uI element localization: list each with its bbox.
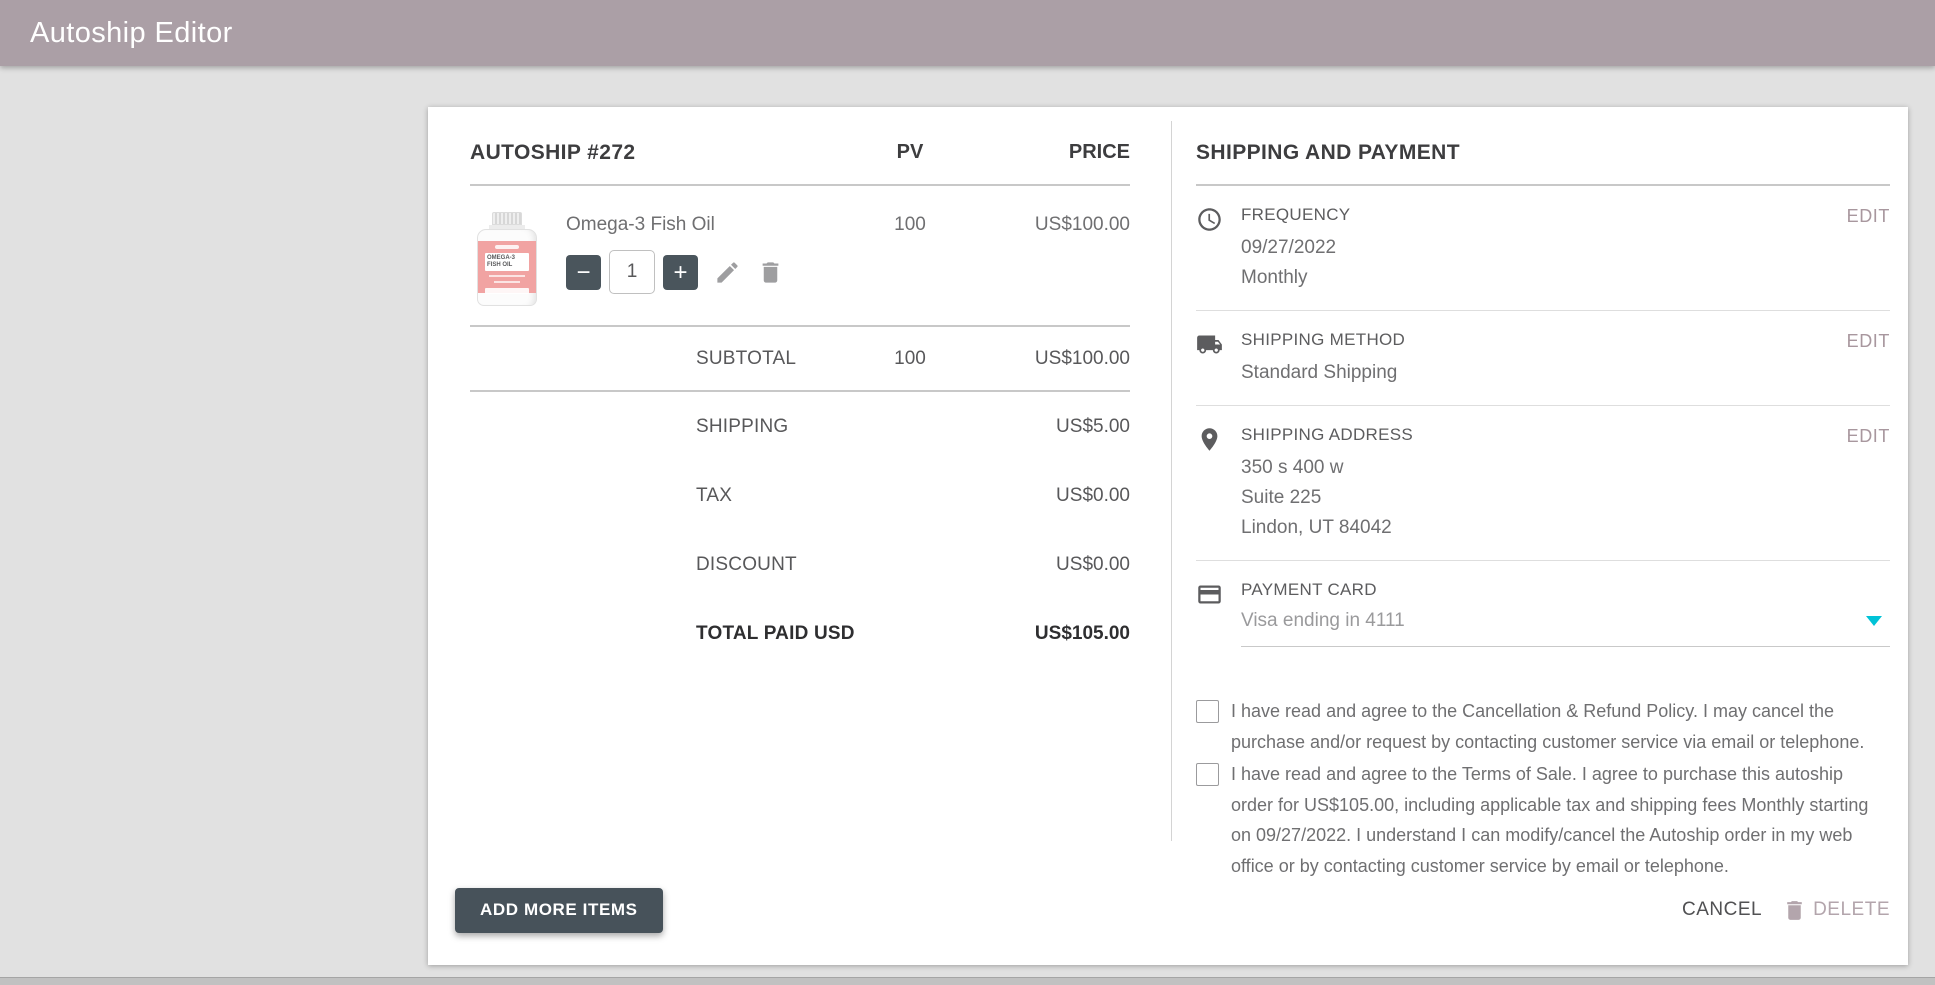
bottle-text-line-short	[494, 281, 520, 283]
delete-button[interactable]: DELETE	[1813, 899, 1890, 920]
item-pv: 100	[894, 214, 926, 235]
credit-card-icon	[1196, 580, 1241, 613]
payment-card-content: PAYMENT CARD Visa ending in 4111	[1241, 580, 1890, 647]
subtotal-label: SUBTOTAL	[696, 347, 797, 369]
shipping-method-label: SHIPPING METHOD	[1241, 330, 1406, 349]
card-footer: ADD MORE ITEMS CANCEL DELETE	[428, 855, 1908, 965]
frequency-edit-link[interactable]: EDIT	[1846, 206, 1890, 226]
bottle-cap	[492, 212, 522, 225]
pv-column-header: PV	[896, 141, 924, 163]
shipping-payment-header: SHIPPING AND PAYMENT	[1196, 121, 1890, 186]
shipping-address-edit-link[interactable]: EDIT	[1846, 426, 1890, 446]
discount-row: DISCOUNT US$0.00	[470, 530, 1130, 599]
shipping-address-line2: Suite 225	[1241, 487, 1322, 508]
cancellation-policy-text: I have read and agree to the Cancellatio…	[1231, 701, 1865, 752]
pencil-icon[interactable]	[714, 259, 741, 286]
app-header: Autoship Editor	[0, 0, 1935, 66]
shipping-payment-title: SHIPPING AND PAYMENT	[1196, 140, 1460, 164]
subtotal-value: US$100.00	[1034, 347, 1130, 369]
truck-icon	[1196, 330, 1241, 363]
frequency-interval: Monthly	[1241, 267, 1308, 288]
chevron-down-icon	[1866, 616, 1882, 626]
item-price: US$100.00	[1034, 214, 1130, 235]
quantity-increase-button[interactable]: +	[663, 254, 698, 290]
shipping-fee-row: SHIPPING US$5.00	[470, 392, 1130, 461]
product-image: OMEGA-3 FISH OIL	[470, 212, 544, 307]
total-paid-label: TOTAL PAID USD	[696, 622, 855, 644]
payment-card-select[interactable]: Visa ending in 4111	[1241, 608, 1890, 647]
shipping-address-section: SHIPPING ADDRESS 350 s 400 w Suite 225 L…	[1196, 406, 1890, 561]
bottle-label: OMEGA-3 FISH OIL	[478, 241, 536, 294]
autoship-editor-card: AUTOSHIP #272 PV PRICE OMEGA-3 FISH OI	[428, 107, 1908, 965]
trash-icon[interactable]	[757, 259, 784, 286]
quantity-controls: − +	[566, 250, 784, 294]
total-paid-value: US$105.00	[1034, 622, 1130, 644]
bottle-name-box: OMEGA-3 FISH OIL	[485, 253, 529, 271]
shipping-fee-value: US$5.00	[1056, 415, 1130, 437]
frequency-label: FREQUENCY	[1241, 205, 1351, 224]
bottle-text-line	[489, 275, 525, 277]
footer-actions: CANCEL DELETE	[1682, 898, 1890, 923]
bottle-neck	[489, 225, 525, 229]
page-title: Autoship Editor	[30, 16, 233, 49]
terms-of-sale-text: I have read and agree to the Terms of Sa…	[1231, 764, 1869, 876]
payment-card-value: Visa ending in 4111	[1241, 610, 1405, 631]
bottle-brand-line	[495, 245, 519, 249]
shipping-method-edit-link[interactable]: EDIT	[1846, 331, 1890, 351]
frequency-date: 09/27/2022	[1241, 237, 1337, 258]
frequency-content: FREQUENCY 09/27/2022 Monthly	[1241, 205, 1847, 293]
shipping-fee-label: SHIPPING	[696, 415, 789, 437]
card-body: AUTOSHIP #272 PV PRICE OMEGA-3 FISH OI	[428, 107, 1908, 876]
cancel-button[interactable]: CANCEL	[1682, 899, 1763, 920]
discount-label: DISCOUNT	[696, 553, 797, 575]
item-info: Omega-3 Fish Oil − +	[566, 212, 784, 307]
payment-card-section: PAYMENT CARD Visa ending in 4111	[1196, 561, 1890, 664]
price-column-header: PRICE	[1068, 141, 1130, 163]
quantity-input[interactable]	[609, 250, 655, 294]
agreements: I have read and agree to the Cancellatio…	[1196, 696, 1890, 881]
clock-icon	[1196, 205, 1241, 238]
location-pin-icon	[1196, 425, 1241, 458]
cancellation-policy-agreement: I have read and agree to the Cancellatio…	[1196, 696, 1890, 757]
add-more-items-button[interactable]: ADD MORE ITEMS	[455, 887, 663, 933]
order-item-row: OMEGA-3 FISH OIL Omega-3 Fish Oil −	[470, 186, 1130, 327]
subtotal-pv: 100	[894, 347, 926, 369]
total-paid-row: TOTAL PAID USD US$105.00	[470, 599, 1130, 668]
bottle-label-band	[485, 288, 529, 294]
item-main: OMEGA-3 FISH OIL Omega-3 Fish Oil −	[470, 212, 870, 307]
terms-of-sale-checkbox[interactable]	[1196, 763, 1219, 786]
product-name: Omega-3 Fish Oil	[566, 214, 715, 235]
order-header-row: AUTOSHIP #272 PV PRICE	[470, 121, 1130, 186]
bottom-strip	[0, 977, 1935, 985]
shipping-method-content: SHIPPING METHOD Standard Shipping	[1241, 330, 1847, 388]
tax-value: US$0.00	[1056, 484, 1130, 506]
payment-card-label: PAYMENT CARD	[1241, 580, 1377, 599]
discount-value: US$0.00	[1056, 553, 1130, 575]
shipping-method-section: SHIPPING METHOD Standard Shipping EDIT	[1196, 311, 1890, 406]
quantity-decrease-button[interactable]: −	[566, 254, 601, 290]
frequency-section: FREQUENCY 09/27/2022 Monthly EDIT	[1196, 186, 1890, 311]
subtotal-row: SUBTOTAL 100 US$100.00	[470, 327, 1130, 392]
order-panel: AUTOSHIP #272 PV PRICE OMEGA-3 FISH OI	[428, 121, 1171, 855]
shipping-address-content: SHIPPING ADDRESS 350 s 400 w Suite 225 L…	[1241, 425, 1847, 543]
shipping-payment-panel: SHIPPING AND PAYMENT FREQUENCY 09/27/202…	[1171, 121, 1908, 876]
shipping-method-value: Standard Shipping	[1241, 362, 1398, 383]
bottle-body: OMEGA-3 FISH OIL	[477, 229, 537, 306]
delete-trash-icon[interactable]	[1782, 898, 1807, 923]
order-title: AUTOSHIP #272	[470, 140, 636, 164]
tax-label: TAX	[696, 484, 733, 506]
shipping-address-line1: 350 s 400 w	[1241, 457, 1344, 478]
terms-of-sale-agreement: I have read and agree to the Terms of Sa…	[1196, 759, 1890, 881]
shipping-address-line3: Lindon, UT 84042	[1241, 517, 1392, 538]
tax-row: TAX US$0.00	[470, 461, 1130, 530]
shipping-address-label: SHIPPING ADDRESS	[1241, 425, 1414, 444]
cancellation-policy-checkbox[interactable]	[1196, 700, 1219, 723]
